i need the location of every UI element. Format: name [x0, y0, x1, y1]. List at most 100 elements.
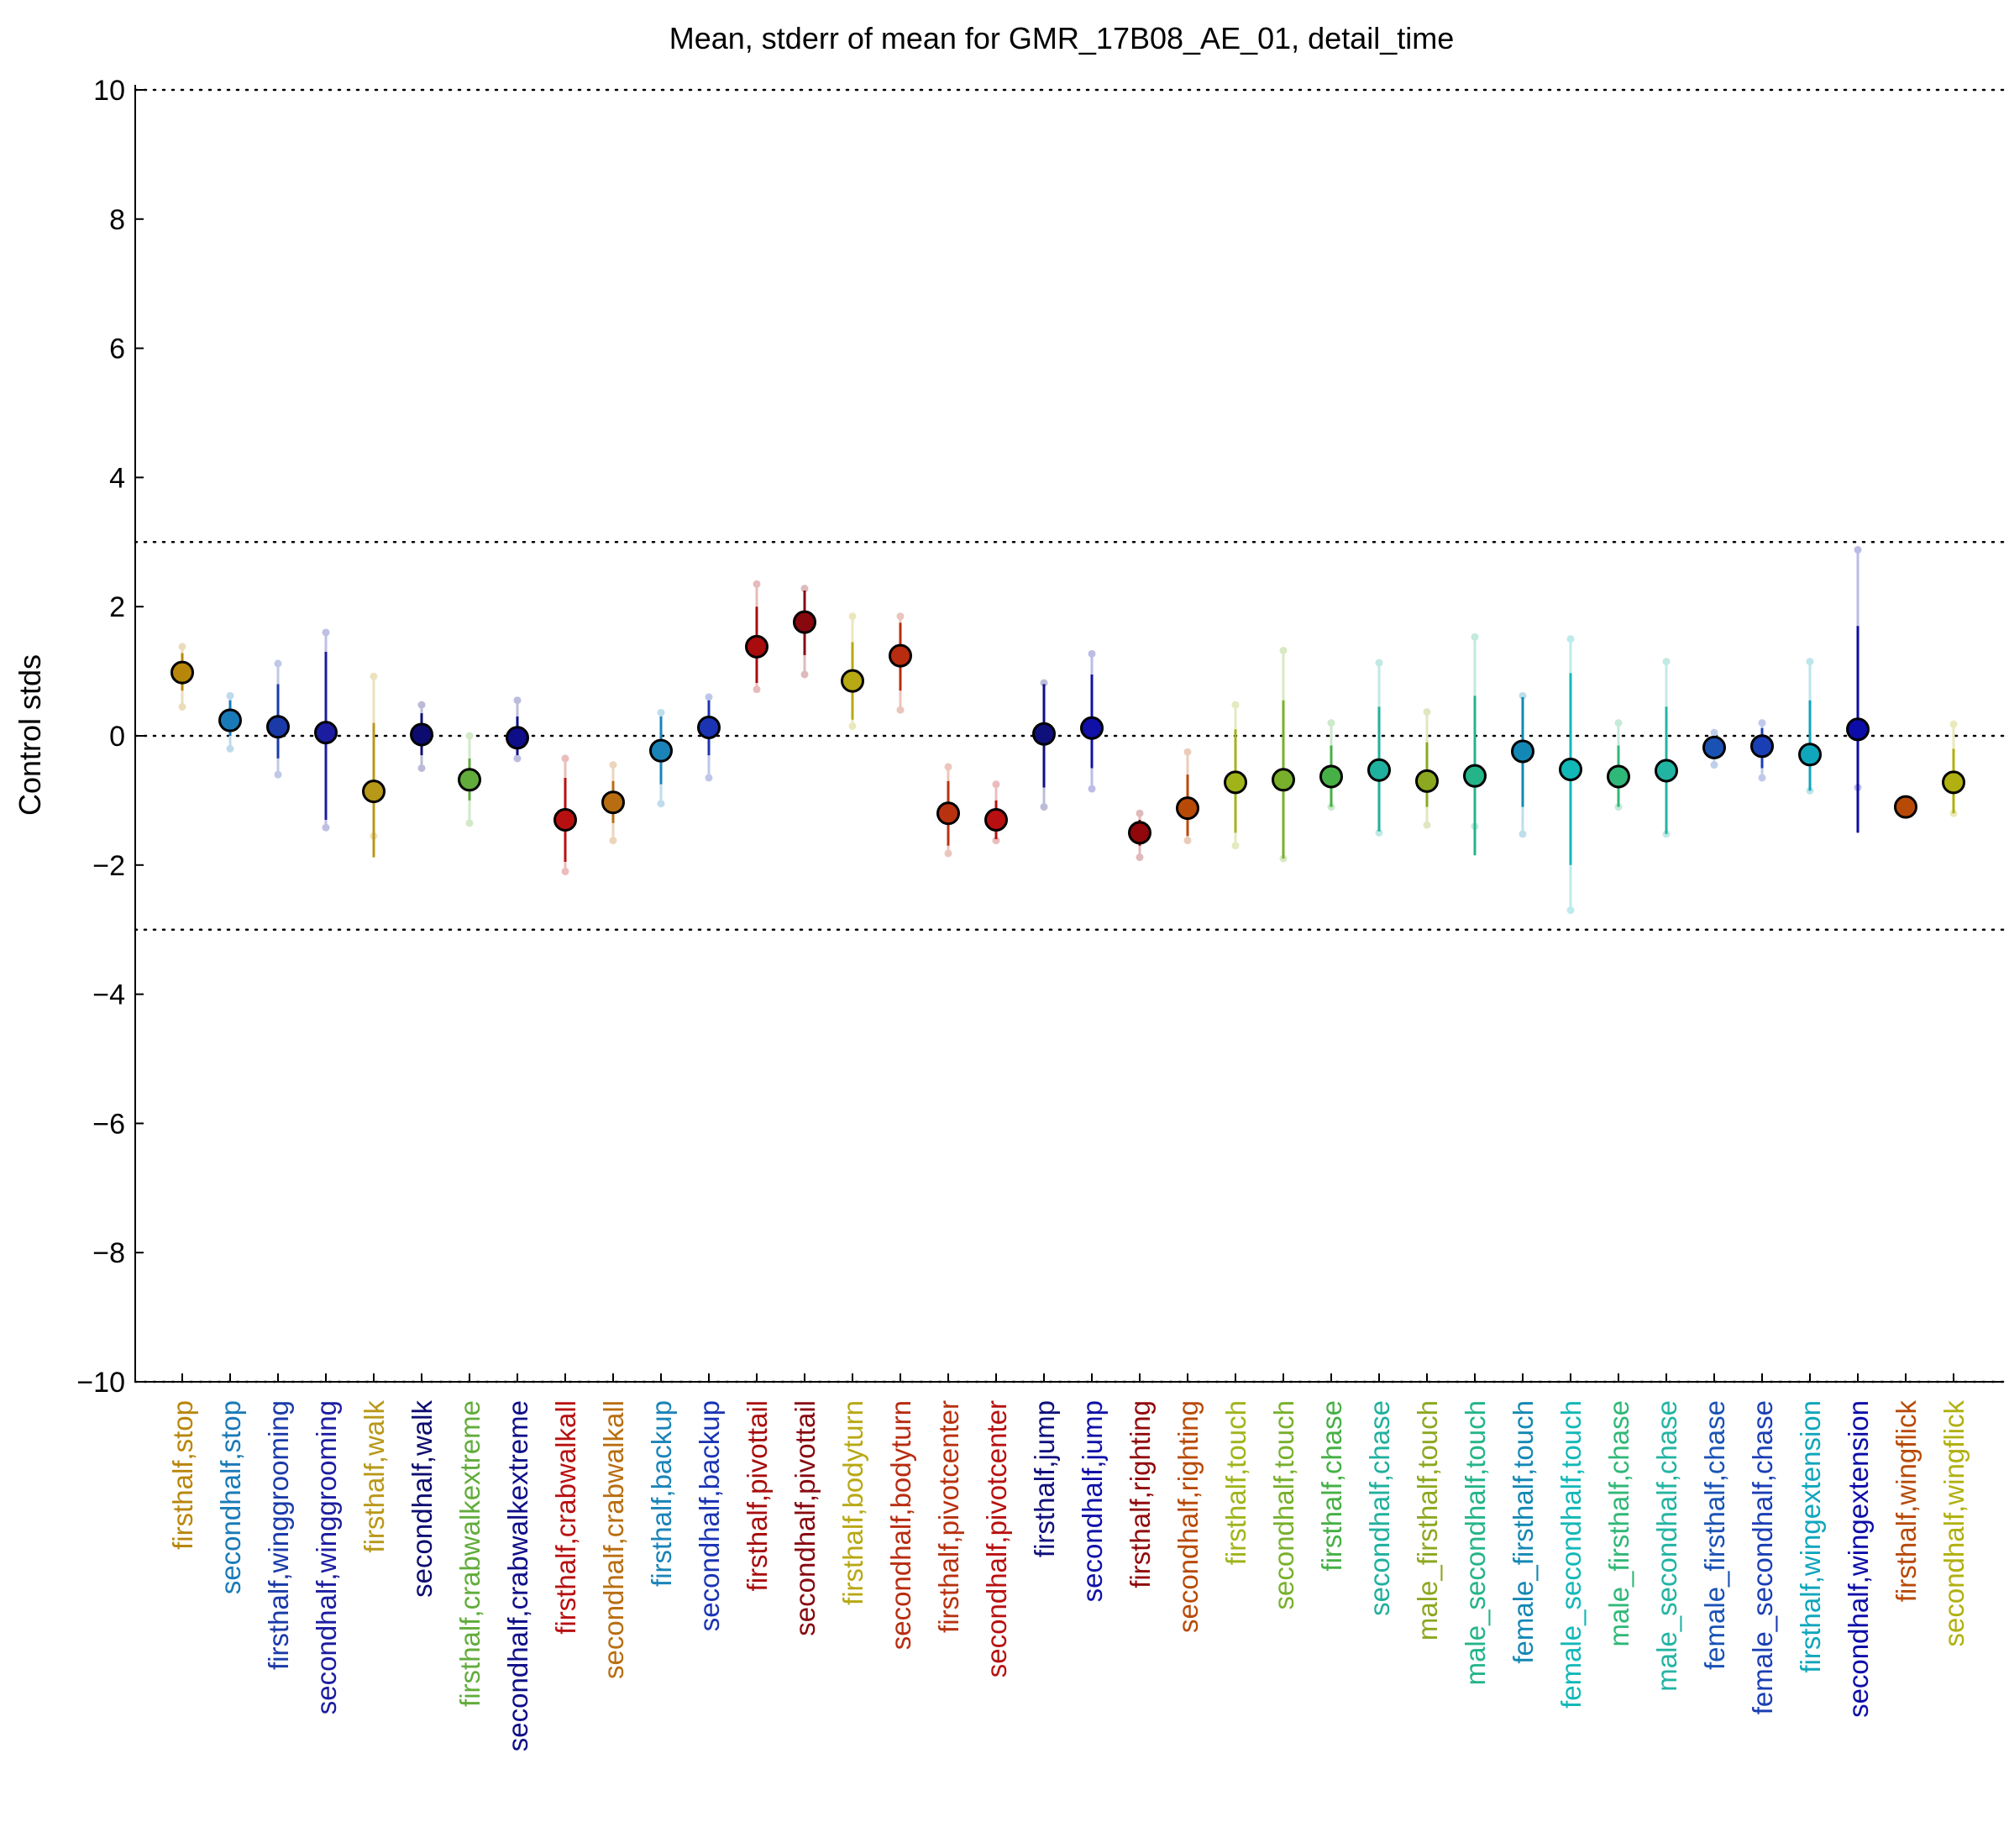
- x-tick-label: secondhalf,bodyturn: [885, 1400, 916, 1650]
- range-min-dot: [1758, 774, 1766, 782]
- range-max-dot: [1471, 633, 1479, 641]
- range-min-dot: [753, 685, 761, 694]
- range-max-dot: [322, 628, 330, 637]
- mean-point: [410, 722, 433, 747]
- range-min-dot: [848, 722, 857, 730]
- mean-point: [793, 610, 816, 634]
- range-min-dot: [1088, 785, 1096, 793]
- y-tick-label: 8: [109, 204, 125, 236]
- x-tick-label: firsthalf,winggrooming: [263, 1400, 294, 1670]
- y-tick-label: 10: [93, 75, 125, 107]
- axes: [134, 85, 2003, 1383]
- y-tick-label: 0: [109, 721, 125, 753]
- x-tick-label: secondhalf,stop: [215, 1400, 246, 1594]
- range-min-dot: [992, 837, 1000, 845]
- range-max-dot: [1279, 646, 1288, 654]
- x-tick-label: firsthalf,crabwalkall: [550, 1400, 581, 1635]
- mean-point: [362, 780, 386, 804]
- mean-point: [1176, 796, 1199, 821]
- mean-point: [1511, 739, 1534, 764]
- range-max-dot: [1327, 719, 1335, 727]
- mean-point: [841, 669, 864, 693]
- x-tick-label: male_secondhalf,chase: [1651, 1400, 1682, 1692]
- x-tick-label: male_firsthalf,chase: [1603, 1400, 1634, 1646]
- range-min-dot: [561, 867, 569, 875]
- range-min-dot: [657, 800, 665, 808]
- range-min-dot: [1710, 761, 1718, 769]
- x-tick-label: male_firsthalf,touch: [1412, 1400, 1443, 1641]
- mean-point: [1702, 735, 1726, 759]
- x-tick-label: secondhalf,winggrooming: [311, 1400, 342, 1714]
- mean-point: [266, 715, 290, 739]
- mean-point: [1415, 769, 1439, 793]
- range-max-dot: [896, 612, 905, 621]
- range-max-dot: [1423, 708, 1431, 717]
- range-min-dot: [1040, 803, 1048, 811]
- mean-point: [218, 708, 242, 732]
- range-min-dot: [1519, 830, 1527, 838]
- mean-point: [1655, 759, 1678, 783]
- x-tick-label: male_secondhalf,touch: [1460, 1400, 1491, 1685]
- mean-point: [1846, 717, 1870, 742]
- x-tick-label: secondhalf,wingextension: [1843, 1400, 1874, 1718]
- x-tick-label: secondhalf,crabwalkall: [598, 1400, 629, 1679]
- range-min-dot: [705, 774, 713, 782]
- x-tick-label: firsthalf,chase: [1316, 1400, 1347, 1572]
- range-min-dot: [1231, 842, 1240, 850]
- range-max-dot: [1614, 719, 1623, 727]
- mean-point: [1032, 722, 1056, 746]
- range-min-dot: [322, 823, 330, 832]
- y-tick-label: −4: [92, 979, 125, 1011]
- range-max-dot: [1375, 659, 1383, 667]
- range-min-dot: [609, 837, 617, 845]
- y-tick-label: −6: [92, 1108, 125, 1140]
- range-min-dot: [274, 770, 282, 779]
- range-max-dot: [1710, 728, 1718, 737]
- mean-point: [1224, 770, 1247, 795]
- x-tick-label: firsthalf,pivotcenter: [933, 1400, 964, 1633]
- range-max-dot: [657, 708, 665, 717]
- range-max-dot: [274, 659, 282, 668]
- x-tick-label: secondhalf,backup: [694, 1400, 725, 1631]
- x-tick-label: secondhalf,pivottail: [789, 1400, 821, 1636]
- range-max-dot: [609, 761, 617, 769]
- mean-point: [1894, 795, 1917, 819]
- y-tick-label: −2: [92, 850, 125, 882]
- range-max-dot: [1088, 649, 1096, 658]
- x-tick-label: firsthalf,wingflick: [1891, 1400, 1922, 1603]
- x-tick-label: firsthalf,backup: [646, 1400, 677, 1587]
- x-tick-label: secondhalf,touch: [1268, 1400, 1299, 1610]
- range-min-dot: [800, 670, 809, 679]
- mean-point: [889, 643, 912, 668]
- range-max-dot: [1566, 635, 1575, 643]
- y-tick-label: −8: [92, 1237, 125, 1269]
- y-tick-label: 2: [109, 591, 125, 623]
- mean-point: [984, 807, 1008, 832]
- range-max-dot: [848, 612, 857, 621]
- mean-point: [458, 768, 481, 792]
- mean-point: [1463, 764, 1487, 788]
- range-min-dot: [513, 754, 522, 763]
- y-tick-label: −10: [76, 1367, 125, 1399]
- mean-point: [1607, 764, 1630, 789]
- mean-point: [1080, 716, 1104, 740]
- range-max-dot: [226, 691, 234, 700]
- range-max-dot: [465, 732, 474, 740]
- mean-point: [1798, 743, 1822, 767]
- range-min-dot: [1375, 828, 1383, 837]
- mean-point: [170, 660, 194, 685]
- x-tick-label: secondhalf,wingflick: [1938, 1400, 1970, 1647]
- x-tick-label: firsthalf,jump: [1029, 1400, 1060, 1557]
- mean-point: [601, 790, 625, 815]
- range-max-dot: [513, 696, 522, 705]
- x-tick-label: firsthalf,walk: [359, 1400, 390, 1553]
- range-max-dot: [417, 701, 426, 709]
- x-tick-label: secondhalf,righting: [1172, 1400, 1204, 1633]
- x-tick-label: firsthalf,crabwalkextreme: [454, 1400, 485, 1707]
- x-tick-label: secondhalf,chase: [1364, 1400, 1395, 1616]
- range-max-dot: [992, 780, 1000, 789]
- mean-point: [553, 807, 577, 832]
- x-tick-label: firsthalf,wingextension: [1795, 1400, 1826, 1673]
- x-tick-label: firsthalf,touch: [1220, 1400, 1251, 1565]
